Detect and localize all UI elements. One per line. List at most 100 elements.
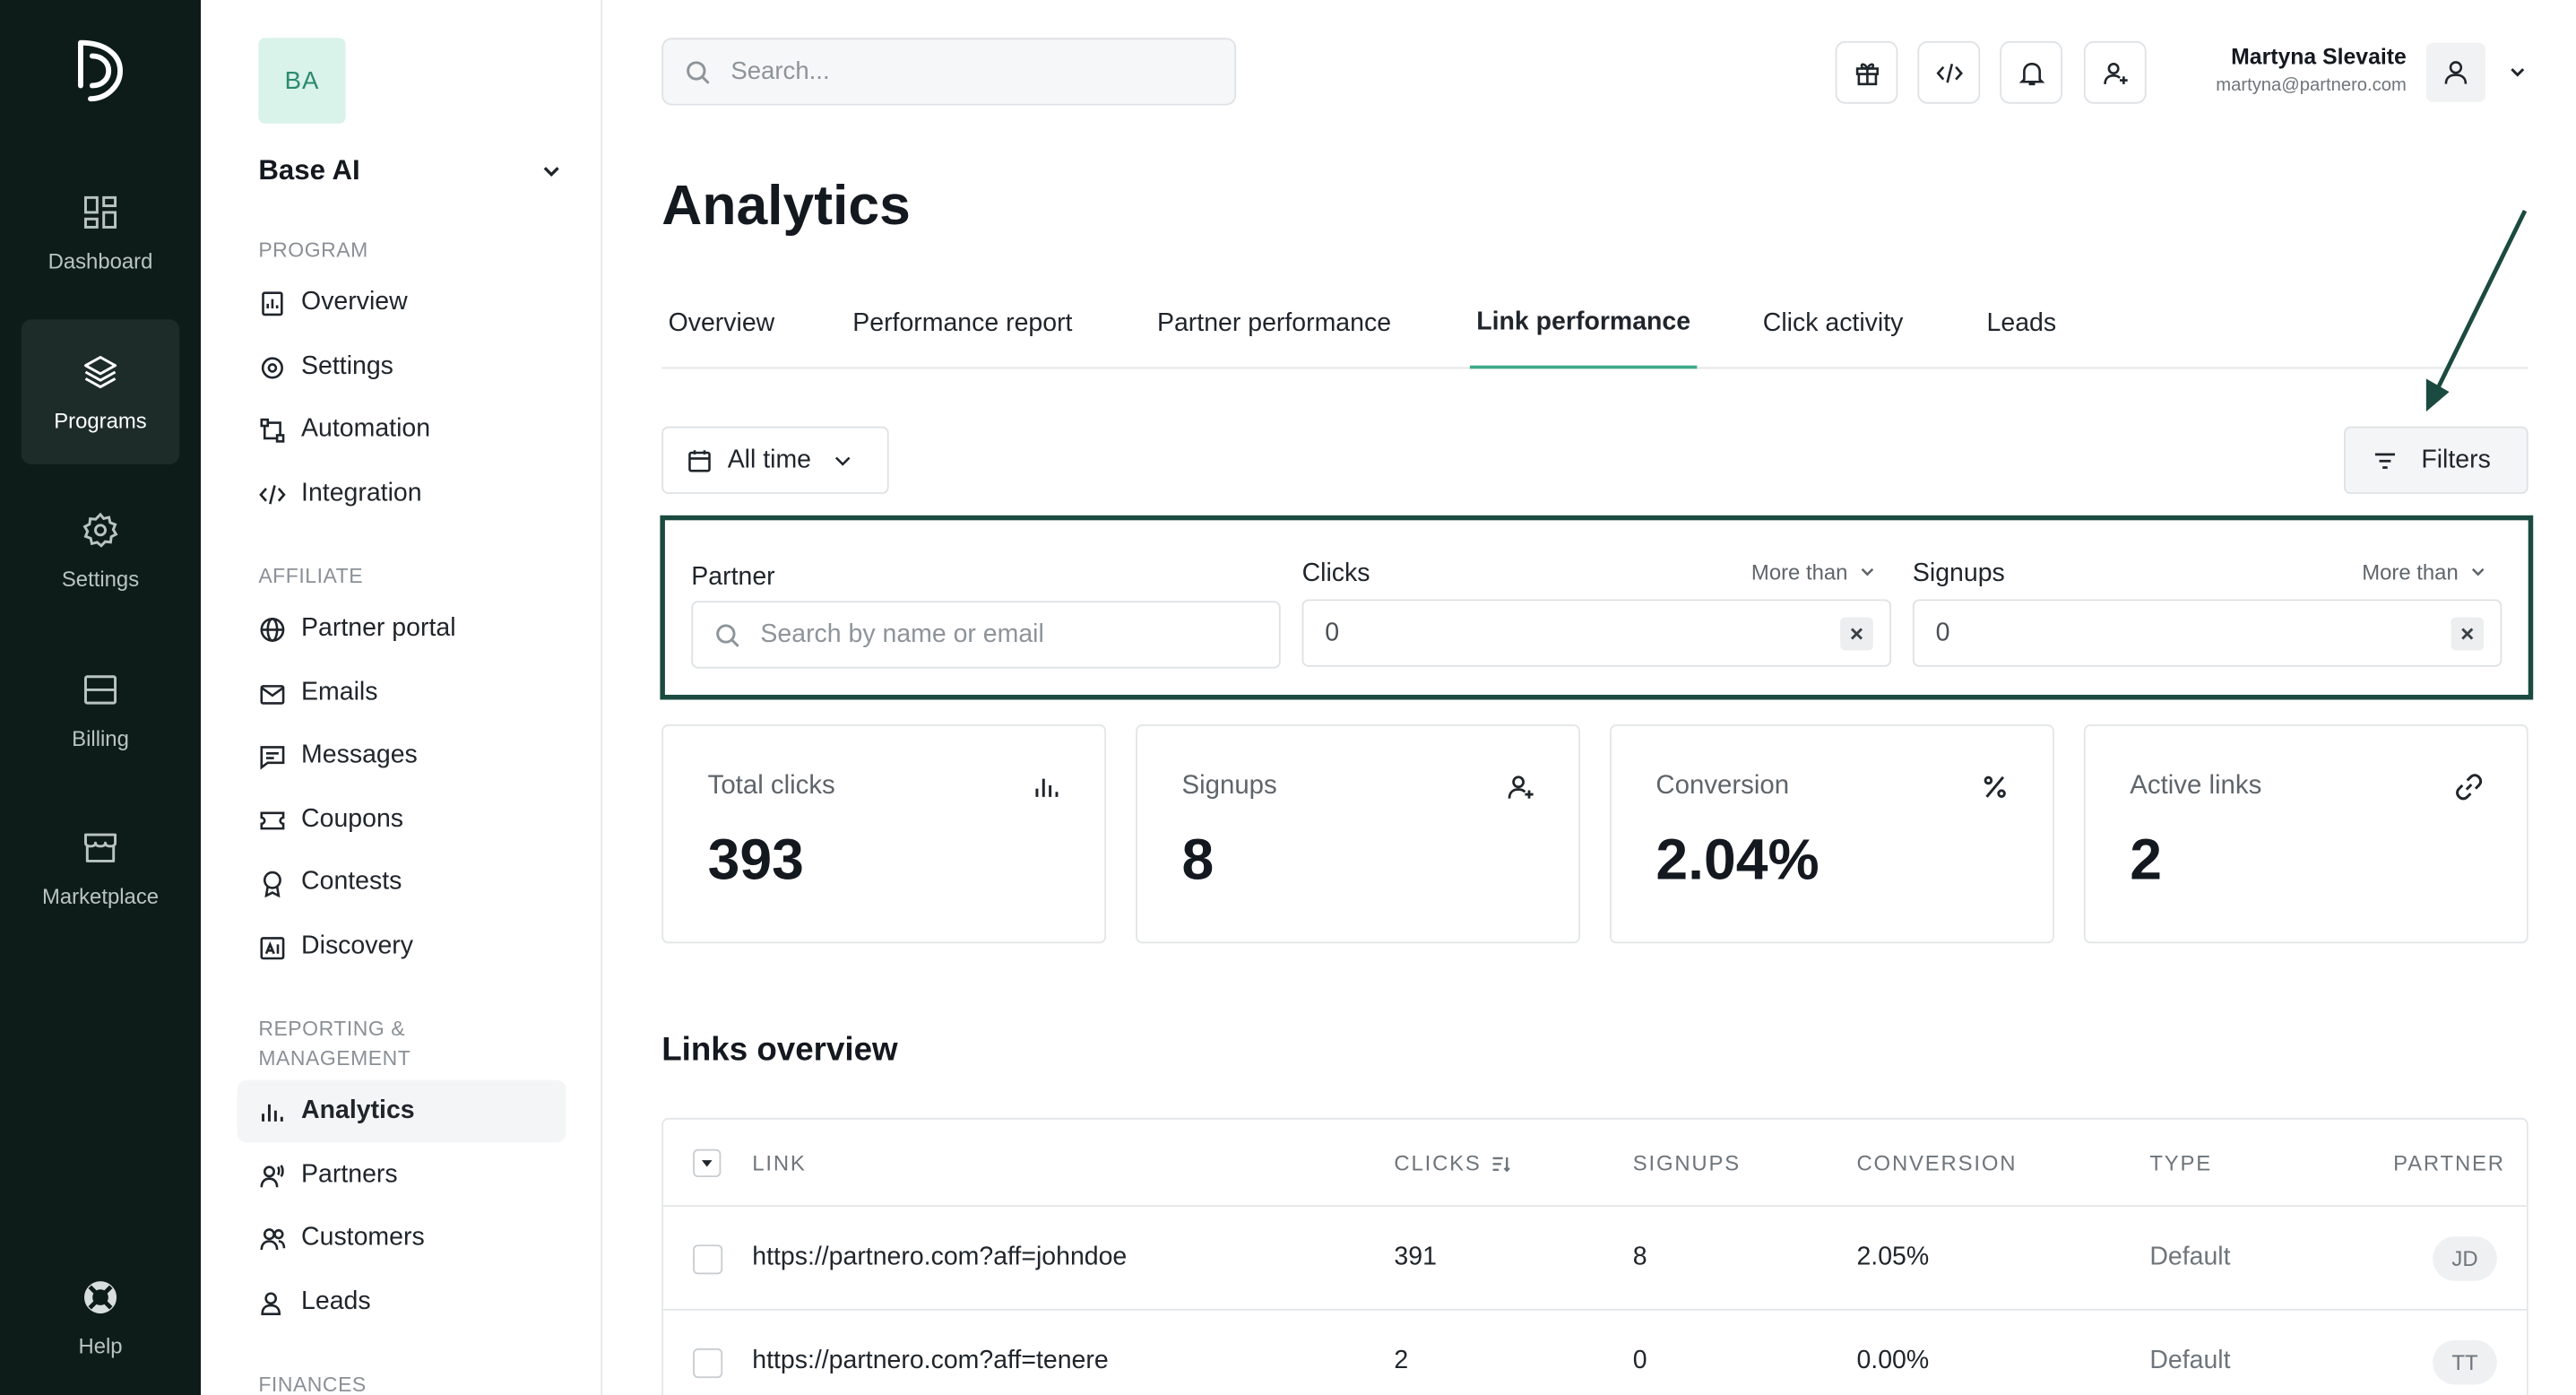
rail-item-help[interactable]: Help [22, 1244, 179, 1390]
row-checkbox[interactable] [693, 1348, 723, 1379]
sidebar-item-analytics[interactable]: Analytics [237, 1079, 566, 1143]
sidebar-item-automation[interactable]: Automation [237, 398, 566, 461]
clicks-value-input[interactable]: 0 [1301, 599, 1892, 667]
signups-mode-select[interactable]: More than [2362, 559, 2486, 585]
rail-item-dashboard[interactable]: Dashboard [22, 160, 179, 305]
avatar[interactable] [2425, 42, 2485, 102]
sidebar-item-customers[interactable]: Customers [237, 1207, 566, 1269]
org-name[interactable]: Base AI [258, 154, 360, 186]
signups-mode-value: More than [2362, 559, 2459, 585]
sidebar-item-messages[interactable]: Messages [237, 724, 566, 787]
sidebar-item-emails[interactable]: Emails [237, 662, 566, 724]
sidebar-item-label: Discovery [301, 931, 414, 960]
conversion-cell: 2.05% [1856, 1243, 1930, 1271]
rail-item-settings[interactable]: Settings [22, 478, 179, 623]
conversion-cell: 0.00% [1856, 1347, 1930, 1375]
chevron-down-icon[interactable] [540, 160, 563, 183]
column-header-conversion[interactable]: CONVERSION [1856, 1150, 2018, 1176]
signups-value-input[interactable]: 0 [1912, 599, 2503, 667]
sidebar-item-label: Contests [301, 867, 402, 897]
message-icon [260, 745, 285, 769]
sidebar-item-label: Integration [301, 479, 422, 507]
column-header-clicks[interactable]: CLICKS [1394, 1151, 1510, 1175]
notifications-button[interactable] [2000, 40, 2063, 104]
filters-button[interactable]: Filters [2344, 426, 2528, 494]
sidebar-item-partner-portal[interactable]: Partner portal [237, 598, 566, 661]
clear-clicks-button[interactable] [1840, 617, 1873, 651]
column-header-signups[interactable]: SIGNUPS [1632, 1150, 1742, 1176]
column-header-partner[interactable]: PARTNER [2393, 1150, 2505, 1176]
column-header-type[interactable]: TYPE [2149, 1150, 2213, 1176]
clear-signups-button[interactable] [2451, 617, 2485, 651]
sidebar-item-settings[interactable]: Settings [237, 336, 566, 399]
rail-item-billing[interactable]: Billing [22, 637, 179, 783]
partnero-logo-icon[interactable] [74, 36, 127, 105]
sidebar-item-leads[interactable]: Leads [237, 1271, 566, 1334]
code-icon [1935, 63, 1963, 82]
tab-leads[interactable]: Leads [1986, 309, 2057, 338]
row-checkbox[interactable] [693, 1244, 723, 1275]
user-icon [2444, 61, 2468, 84]
sidebar-item-integration[interactable]: Integration [237, 463, 566, 525]
table-header: LINK CLICKS SIGNUPS CONVERSION TYPE PART… [663, 1120, 2527, 1208]
section-label-finances: FINANCES [258, 1373, 367, 1395]
sidebar-item-overview[interactable]: Overview [237, 272, 566, 334]
sidebar-item-label: Messages [301, 741, 418, 769]
report-icon [262, 290, 283, 316]
partner-search-placeholder: Search by name or email [760, 620, 1044, 648]
tab-partner-performance[interactable]: Partner performance [1156, 309, 1392, 338]
sidebar-item-label: Leads [301, 1287, 371, 1316]
sidebar-item-partners[interactable]: Partners [237, 1144, 566, 1207]
chevron-down-icon[interactable] [2507, 61, 2528, 82]
link-cell[interactable]: https://partnero.com?aff=tenere [752, 1347, 1109, 1375]
clicks-mode-select[interactable]: More than [1751, 559, 1876, 585]
gift-button[interactable] [1835, 40, 1898, 104]
signups-cell: 0 [1632, 1347, 1647, 1375]
tab-link-performance[interactable]: Link performance [1469, 280, 1698, 369]
clicks-mode-value: More than [1750, 559, 1848, 585]
tab-performance-report[interactable]: Performance report [852, 309, 1073, 338]
rail-label: Programs [54, 407, 147, 433]
clicks-cell: 2 [1394, 1347, 1409, 1375]
rail-item-marketplace[interactable]: Marketplace [22, 795, 179, 940]
search-icon [716, 623, 739, 646]
link-cell[interactable]: https://partnero.com?aff=johndoe [752, 1243, 1128, 1271]
partner-avatar[interactable]: TT [2433, 1339, 2497, 1385]
sidebar-item-coupons[interactable]: Coupons [237, 789, 566, 852]
close-icon [1850, 628, 1863, 640]
filter-panel: Partner Search by name or email Clicks M… [660, 515, 2534, 700]
invite-user-button[interactable] [2083, 40, 2147, 104]
percent-icon [1984, 775, 2006, 798]
select-all-checkbox[interactable] [693, 1148, 722, 1178]
search-input[interactable]: Search... [661, 38, 1237, 106]
code-icon [259, 484, 286, 504]
partner-search-input[interactable]: Search by name or email [691, 601, 1281, 669]
gift-icon [1854, 62, 1879, 85]
section-label-program: PROGRAM [258, 238, 368, 262]
store-icon [84, 832, 117, 862]
signups-value: 0 [1935, 618, 1950, 646]
mail-icon [260, 684, 285, 704]
stat-value: 2.04% [1655, 827, 1820, 893]
table-row[interactable]: https://partnero.com?aff=johndoe 391 8 2… [663, 1207, 2527, 1311]
tab-overview[interactable]: Overview [668, 309, 775, 338]
embed-code-button[interactable] [1917, 40, 1981, 104]
table-row[interactable]: https://partnero.com?aff=tenere 2 0 0.00… [663, 1311, 2527, 1395]
sidebar-item-label: Settings [301, 351, 393, 381]
link-icon [2456, 774, 2483, 801]
rail-item-programs[interactable]: Programs [21, 319, 180, 464]
user-plus-icon [2103, 62, 2127, 84]
date-range-value: All time [727, 445, 812, 473]
tab-click-activity[interactable]: Click activity [1762, 309, 1904, 338]
program-sidebar: BA Base AI PROGRAM Overview Settings Aut… [201, 0, 603, 1395]
gear-icon [261, 356, 283, 378]
sidebar-item-discovery[interactable]: Discovery [237, 915, 566, 978]
partner-filter-label: Partner [691, 563, 775, 592]
column-header-link[interactable]: LINK [752, 1150, 807, 1176]
date-range-select[interactable]: All time [661, 426, 889, 494]
stat-label: Signups [1181, 772, 1277, 801]
partner-avatar[interactable]: JD [2433, 1236, 2497, 1281]
stat-label: Active links [2130, 772, 2262, 801]
sidebar-item-label: Partner portal [301, 613, 456, 643]
sidebar-item-contests[interactable]: Contests [237, 851, 566, 914]
